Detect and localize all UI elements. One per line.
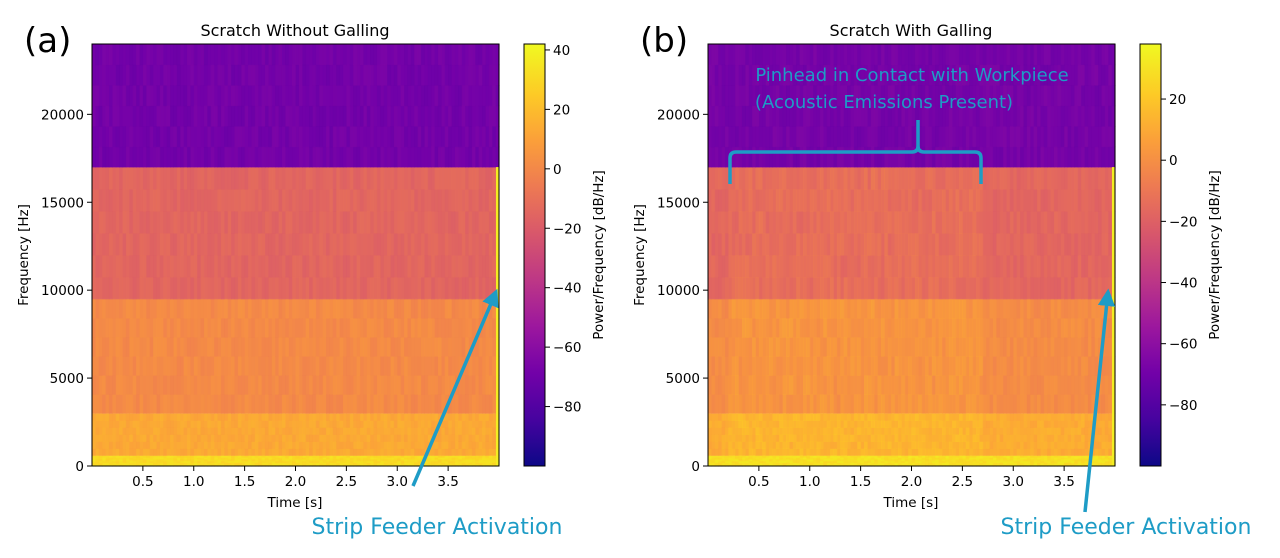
colorbar-tick-label: −20 (553, 221, 582, 237)
y-axis-a: 0 5000 10000 15000 20000 (41, 107, 92, 475)
colorbar-frame-a (523, 43, 546, 467)
x-tick-label: 0.5 (748, 474, 769, 490)
colorbar-b (1140, 44, 1161, 466)
colorbar-tick-label: 20 (553, 102, 570, 118)
annotation-strip-feeder-a: Strip Feeder Activation (312, 515, 563, 540)
y-axis-b: 0 5000 10000 15000 20000 (657, 107, 708, 475)
y-tick-label: 20000 (657, 107, 700, 123)
strip-feeder-edge (1111, 167, 1115, 467)
y-tick-label: 10000 (657, 283, 700, 299)
x-tick-label: 3.5 (437, 474, 458, 490)
colorbar-tick-label: −80 (553, 400, 582, 416)
x-axis-a: 0.5 1.0 1.5 2.0 2.5 3.0 3.5 (132, 466, 459, 490)
panel-label-a: (a) (24, 21, 71, 61)
spectrogram-panel-b: (b) Scratch With Galling 0.5 1.0 1.5 2.0 2.5… (632, 21, 1251, 540)
x-tick-label: 2.0 (901, 474, 922, 490)
brace-annotation-line-1: Pinhead in Contact with Workpiece (755, 65, 1068, 86)
y-tick-label: 5000 (666, 371, 700, 387)
colorbar-tick-label: −20 (1169, 214, 1198, 230)
x-tick-label: 2.0 (285, 474, 306, 490)
colorbar-tick-label: 0 (1169, 153, 1178, 169)
x-tick-label: 1.5 (234, 474, 255, 490)
x-axis-b: 0.5 1.0 1.5 2.0 2.5 3.0 3.5 (748, 466, 1075, 490)
colorbar-tick-label: −60 (553, 340, 582, 356)
x-tick-label: 1.0 (799, 474, 820, 490)
colorbar-label-b: Power/Frequency [dB/Hz] (1207, 170, 1223, 340)
y-tick-label: 15000 (657, 195, 700, 211)
colorbar-label-a: Power/Frequency [dB/Hz] (591, 170, 607, 340)
annotation-strip-feeder-b: Strip Feeder Activation (1001, 515, 1252, 540)
x-tick-label: 3.0 (387, 474, 408, 490)
colorbar-tick-label: 20 (1169, 92, 1186, 108)
colorbar-tick-label: 40 (553, 43, 570, 59)
x-tick-label: 3.5 (1053, 474, 1074, 490)
x-tick-label: 3.0 (1003, 474, 1024, 490)
colorbar-axis-a: 40 20 0 −20 −40 −60 −80 (545, 43, 582, 416)
x-tick-label: 0.5 (132, 474, 153, 490)
x-tick-label: 2.5 (952, 474, 973, 490)
colorbar-a (524, 44, 545, 466)
x-axis-label-b: Time [s] (883, 495, 939, 511)
annotation-arrow-a (411, 288, 499, 487)
x-tick-label: 2.5 (336, 474, 357, 490)
y-tick-label: 10000 (41, 283, 84, 299)
colorbar-tick-label: −80 (1169, 398, 1198, 414)
y-tick-label: 15000 (41, 195, 84, 211)
colorbar-tick-label: −40 (1169, 276, 1198, 292)
spectrogram-image-a (92, 44, 500, 467)
spectrogram-texture (708, 44, 1116, 467)
x-tick-label: 1.5 (850, 474, 871, 490)
y-axis-label-b: Frequency [Hz] (632, 204, 648, 306)
y-axis-label-a: Frequency [Hz] (16, 204, 32, 306)
brace-annotation-line-2: (Acoustic Emissions Present) (755, 92, 1013, 113)
x-tick-label: 1.0 (183, 474, 204, 490)
spectrogram-texture (92, 44, 500, 467)
colorbar-frame-b (1139, 43, 1162, 467)
y-tick-label: 5000 (50, 371, 84, 387)
strip-feeder-edge (495, 167, 499, 467)
colorbar-tick-label: −40 (553, 281, 582, 297)
contact-brace (728, 120, 983, 184)
annotation-arrow-b (1083, 288, 1116, 513)
colorbar-tick-label: −60 (1169, 337, 1198, 353)
colorbar-tick-label: 0 (553, 162, 562, 178)
spectrogram-panel-a: (a) Scratch Without Galling 0.5 1.0 1.5 2.0… (16, 21, 607, 540)
chart-title-b: Scratch With Galling (830, 21, 993, 40)
y-tick-label: 0 (75, 459, 84, 475)
x-axis-label-a: Time [s] (267, 495, 323, 511)
spectrogram-image-b (708, 44, 1116, 467)
y-tick-label: 0 (691, 459, 700, 475)
chart-title-a: Scratch Without Galling (200, 21, 389, 40)
y-tick-label: 20000 (41, 107, 84, 123)
panel-label-b: (b) (640, 21, 688, 61)
colorbar-axis-b: 20 0 −20 −40 −60 −80 (1161, 92, 1198, 414)
